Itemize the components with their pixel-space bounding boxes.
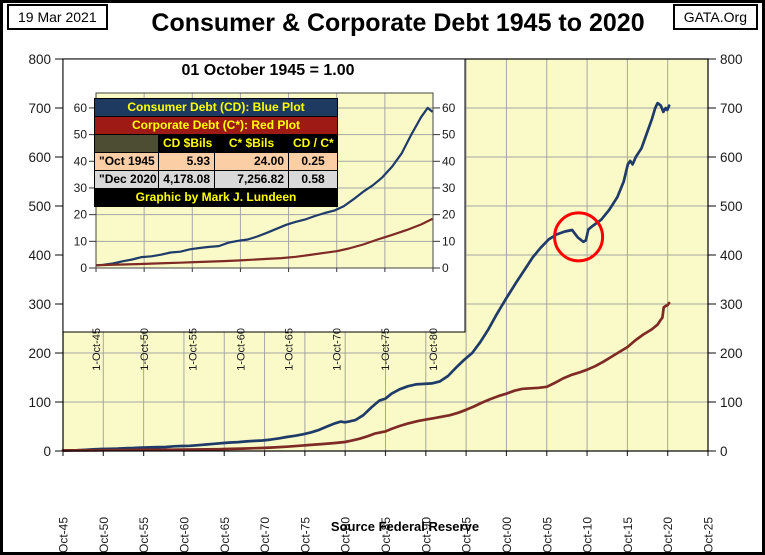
legend-credit: Graphic by Mark J. Lundeen xyxy=(93,188,339,207)
y-axis-label-left: 200 xyxy=(28,346,51,361)
series-line-corporate xyxy=(61,301,671,452)
cell-2020-label: "Dec 2020 xyxy=(94,170,159,189)
red-circle-annotation xyxy=(553,211,605,263)
inset-x-axis-label: 1-Oct-70 xyxy=(332,328,344,371)
x-axis-label: 1-Oct-95 xyxy=(460,517,474,552)
y-axis-label-right: 700 xyxy=(720,101,743,116)
main-axis-ticks xyxy=(55,58,716,456)
inset-y-label-left: 10 xyxy=(74,234,88,248)
inset-x-axis-label: 1-Oct-65 xyxy=(284,328,296,371)
y-axis-label-left: 100 xyxy=(28,395,51,410)
x-axis-label: 1-Oct-50 xyxy=(97,517,111,552)
x-axis-label: 1-Oct-85 xyxy=(379,517,393,552)
x-axis-label: 1-Oct-45 xyxy=(57,517,71,552)
y-axis-label-right: 500 xyxy=(720,199,743,214)
inset-series-line-consumer xyxy=(95,106,434,267)
inset-y-label-left: 50 xyxy=(74,128,88,142)
cell-1945-ratio: 0.25 xyxy=(287,152,339,171)
y-axis-label-left: 400 xyxy=(28,248,51,263)
cell-1945-cd: 5.93 xyxy=(158,152,215,171)
inset-x-axis-label: 1-Oct-75 xyxy=(380,328,392,371)
inset-x-axis-label: 1-Oct-60 xyxy=(235,328,247,371)
y-axis-label-right: 400 xyxy=(720,248,743,263)
inset-y-label-left: 40 xyxy=(74,154,88,168)
cell-2020-cd: 4,178.08 xyxy=(158,170,215,189)
inset-x-axis-label: 1-Oct-55 xyxy=(187,328,199,371)
inset-y-label-left: 30 xyxy=(74,181,88,195)
y-axis-label-right: 300 xyxy=(720,297,743,312)
inset-y-label-left: 20 xyxy=(74,208,88,222)
main-series xyxy=(61,101,671,452)
main-x-axis-labels: 1-Oct-45 1-Oct-50 1-Oct-55 1-Oct-60 1-Oct-65… xyxy=(57,517,716,552)
x-axis-label: 1-Oct-80 xyxy=(339,517,353,552)
cell-2020-ratio: 0.58 xyxy=(287,170,339,189)
inset-y-label-right: 60 xyxy=(442,101,456,115)
series-line-consumer xyxy=(61,101,671,452)
y-axis-label-right: 200 xyxy=(720,346,743,361)
inset-y-label-left: 0 xyxy=(80,261,87,275)
x-axis-label: 1-Oct-65 xyxy=(218,517,232,552)
legend-corporate-row: Corporate Debt (C*): Red Plot xyxy=(93,116,339,135)
inset-series-line-corporate xyxy=(95,217,433,267)
annotation xyxy=(553,211,605,263)
inset-y-label-left: 60 xyxy=(74,101,88,115)
x-axis-label: 1-Oct-10 xyxy=(581,517,595,552)
y-axis-label-left: 600 xyxy=(28,150,51,165)
y-axis-label-left: 500 xyxy=(28,199,51,214)
legend-header-cd: CD $Bils xyxy=(158,134,215,153)
main-series xyxy=(61,301,671,452)
y-axis-label-right: 0 xyxy=(720,444,728,459)
y-axis-label-right: 800 xyxy=(720,52,743,67)
inset-y-label-right: 0 xyxy=(442,261,449,275)
y-axis-label-right: 100 xyxy=(720,395,743,410)
inset-y-label-right: 20 xyxy=(442,208,456,222)
cell-2020-c: 7,256.82 xyxy=(214,170,289,189)
source-label: Source Federal Reserve xyxy=(330,519,480,534)
page-title: Consumer & Corporate Debt 1945 to 2020 xyxy=(151,9,645,37)
x-axis-label: 1-Oct-55 xyxy=(137,517,151,552)
legend-header-blank xyxy=(94,134,159,153)
x-axis-label: 1-Oct-00 xyxy=(500,517,514,552)
y-axis-label-left: 0 xyxy=(43,444,51,459)
inset-x-axis-label: 1-Oct-45 xyxy=(91,328,103,371)
x-axis-label: 1-Oct-90 xyxy=(419,517,433,552)
date-box: 19 Mar 2021 xyxy=(7,4,108,30)
inset-y-label-right: 30 xyxy=(442,181,456,195)
x-axis-label: 1-Oct-75 xyxy=(298,517,312,552)
y-axis-label-right: 600 xyxy=(720,150,743,165)
x-axis-label: 1-Oct-70 xyxy=(258,517,272,552)
y-axis-label-left: 800 xyxy=(28,52,51,67)
cell-1945-c: 24.00 xyxy=(214,152,289,171)
y-axis-label-left: 700 xyxy=(28,101,51,116)
x-axis-label: 1-Oct-05 xyxy=(540,517,554,552)
x-axis-label: 1-Oct-15 xyxy=(621,517,635,552)
legend-header-c: C* $Bils xyxy=(214,134,289,153)
x-axis-label: 1-Oct-20 xyxy=(661,517,675,552)
cell-1945-label: "Oct 1945 xyxy=(94,152,159,171)
org-box: GATA.Org xyxy=(672,4,758,30)
inset-y-label-right: 50 xyxy=(442,128,456,142)
legend-consumer-row: Consumer Debt (CD): Blue Plot xyxy=(93,98,339,117)
inset-title: 01 October 1945 = 1.00 xyxy=(181,62,355,79)
inset-x-axis-label: 1-Oct-50 xyxy=(139,328,151,371)
y-axis-label-left: 300 xyxy=(28,297,51,312)
x-axis-label: 1-Oct-60 xyxy=(177,517,191,552)
legend-table: Consumer Debt (CD): Blue Plot Corporate … xyxy=(93,98,339,207)
inset-x-axis-label: 1-Oct-80 xyxy=(428,328,440,371)
legend-header-ratio: CD / C* xyxy=(287,134,339,153)
inset-y-label-right: 10 xyxy=(442,234,456,248)
inset-y-label-right: 40 xyxy=(442,154,456,168)
x-axis-label: 1-Oct-25 xyxy=(702,517,716,552)
